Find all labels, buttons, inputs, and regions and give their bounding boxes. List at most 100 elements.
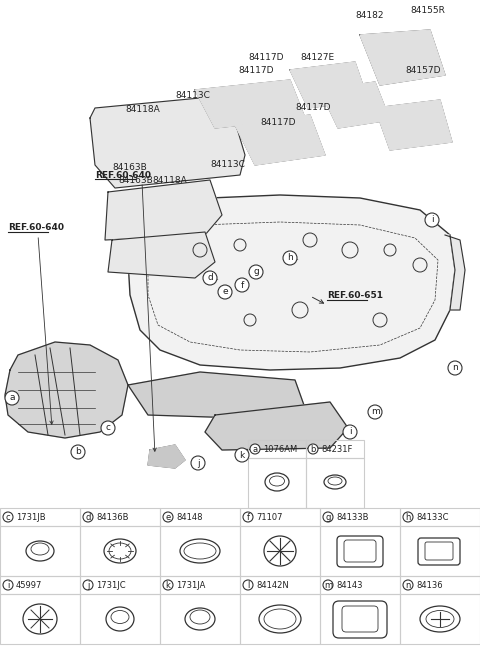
Text: i: i: [7, 581, 9, 590]
Text: j: j: [87, 581, 89, 590]
Bar: [400, 508, 480, 526]
Circle shape: [101, 421, 115, 435]
Text: l: l: [247, 581, 249, 590]
Circle shape: [83, 580, 93, 590]
Text: 1731JA: 1731JA: [176, 581, 205, 590]
Circle shape: [283, 251, 297, 265]
Bar: [160, 526, 240, 576]
Bar: [240, 576, 320, 594]
Text: c: c: [106, 424, 110, 432]
Bar: [400, 576, 480, 594]
Text: 84148: 84148: [176, 512, 203, 522]
Bar: [320, 576, 400, 594]
Circle shape: [83, 512, 93, 522]
Text: 71107: 71107: [256, 512, 283, 522]
Text: 84182: 84182: [355, 11, 384, 20]
Circle shape: [448, 361, 462, 375]
Bar: [400, 594, 480, 644]
Text: 84142N: 84142N: [256, 581, 289, 590]
Text: k: k: [166, 581, 170, 590]
Text: h: h: [405, 512, 411, 522]
Text: n: n: [452, 363, 458, 373]
Circle shape: [249, 265, 263, 279]
Circle shape: [403, 580, 413, 590]
Polygon shape: [360, 30, 445, 85]
Text: 84143: 84143: [336, 581, 362, 590]
Polygon shape: [5, 342, 128, 438]
Text: 1731JB: 1731JB: [16, 512, 46, 522]
Text: 84136: 84136: [416, 581, 443, 590]
Polygon shape: [235, 115, 325, 165]
Polygon shape: [128, 372, 305, 418]
Bar: [80, 576, 160, 594]
Circle shape: [5, 391, 19, 405]
Circle shape: [403, 512, 413, 522]
Text: j: j: [197, 459, 199, 468]
Polygon shape: [205, 402, 348, 450]
Text: m: m: [324, 581, 332, 590]
Text: k: k: [240, 451, 245, 459]
Bar: [160, 594, 240, 644]
Bar: [0, 576, 80, 594]
Polygon shape: [290, 62, 368, 108]
Text: 84118A: 84118A: [152, 176, 187, 185]
Text: g: g: [325, 512, 331, 522]
Text: REF.60-651: REF.60-651: [327, 291, 383, 300]
Text: 84155R: 84155R: [410, 6, 445, 15]
Text: d: d: [85, 512, 91, 522]
Circle shape: [323, 580, 333, 590]
Text: 84117D: 84117D: [295, 103, 331, 112]
Text: f: f: [247, 512, 250, 522]
Text: i: i: [348, 428, 351, 436]
Bar: [248, 440, 306, 458]
Text: c: c: [6, 512, 10, 522]
Bar: [320, 526, 400, 576]
Circle shape: [250, 444, 260, 454]
Bar: [240, 594, 320, 644]
Polygon shape: [90, 98, 245, 188]
Text: 84127E: 84127E: [300, 53, 334, 62]
Text: 84163B: 84163B: [118, 176, 153, 185]
Circle shape: [163, 580, 173, 590]
Text: 1731JC: 1731JC: [96, 581, 126, 590]
Polygon shape: [375, 100, 452, 150]
Circle shape: [218, 285, 232, 299]
Circle shape: [235, 448, 249, 462]
Polygon shape: [445, 235, 465, 310]
Text: 84117D: 84117D: [248, 53, 284, 62]
Bar: [0, 594, 80, 644]
Polygon shape: [320, 82, 390, 128]
Bar: [0, 526, 80, 576]
Text: e: e: [166, 512, 170, 522]
Bar: [160, 508, 240, 526]
Text: 1076AM: 1076AM: [263, 445, 297, 453]
Text: i: i: [431, 216, 433, 224]
Circle shape: [203, 271, 217, 285]
Circle shape: [308, 444, 318, 454]
Text: REF.60-640: REF.60-640: [95, 171, 151, 180]
Text: 45997: 45997: [16, 581, 42, 590]
Text: 84117D: 84117D: [238, 66, 274, 75]
Circle shape: [3, 512, 13, 522]
Text: h: h: [287, 253, 293, 262]
Bar: [320, 508, 400, 526]
Bar: [160, 576, 240, 594]
Polygon shape: [148, 445, 185, 468]
Text: f: f: [240, 281, 244, 289]
Circle shape: [191, 456, 205, 470]
Circle shape: [3, 580, 13, 590]
Text: 84136B: 84136B: [96, 512, 129, 522]
Polygon shape: [195, 80, 305, 128]
Text: g: g: [253, 268, 259, 276]
Text: 84117D: 84117D: [260, 118, 296, 127]
Circle shape: [235, 278, 249, 292]
Text: b: b: [310, 445, 316, 453]
Circle shape: [163, 512, 173, 522]
Circle shape: [243, 580, 253, 590]
Bar: [248, 458, 306, 508]
Text: 84231F: 84231F: [321, 445, 352, 453]
Text: 84157D: 84157D: [405, 66, 441, 75]
Text: 84113C: 84113C: [175, 91, 210, 100]
Polygon shape: [108, 232, 215, 278]
Circle shape: [425, 213, 439, 227]
